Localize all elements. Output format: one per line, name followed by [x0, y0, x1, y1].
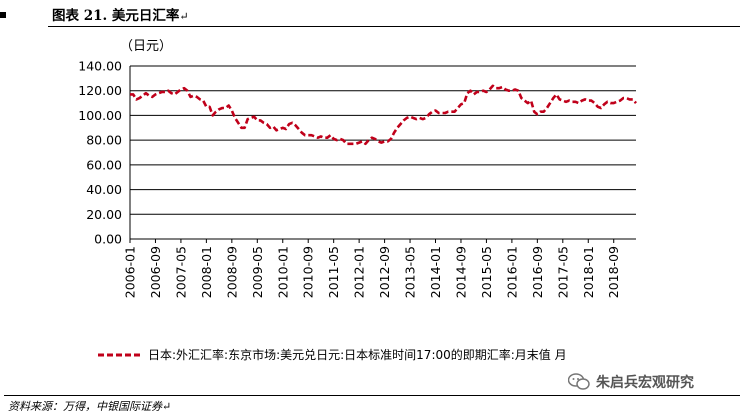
x-tick-label: 2013-05	[403, 246, 418, 298]
title-bullet	[0, 12, 6, 18]
x-tick-label: 2010-01	[275, 246, 290, 298]
y-tick-label: 80.00	[86, 133, 122, 148]
x-axis: 2006-01 2006-09 2007-05 2008-01 2008-09 2009-…	[123, 239, 621, 298]
x-tick-label: 2009-05	[250, 246, 265, 298]
x-tick-label: 2014-01	[428, 246, 443, 298]
y-tick-label: 140.00	[78, 59, 122, 74]
figure-title-text: 图表 21. 美元日汇率	[52, 8, 180, 24]
y-axis-label: （日元）	[120, 39, 172, 54]
y-axis: 0.00 20.00 40.00 60.00 80.00 100.00 120.00 140.…	[78, 59, 131, 247]
x-tick-label: 2018-01	[581, 246, 596, 298]
x-tick-label: 2006-09	[148, 246, 163, 298]
title-rule	[48, 26, 740, 27]
x-tick-label: 2016-09	[530, 246, 545, 298]
y-tick-label: 0.00	[94, 232, 122, 247]
x-tick-label: 2015-05	[479, 246, 494, 298]
x-tick-label: 2007-05	[173, 246, 188, 298]
series-layer	[130, 84, 637, 146]
x-tick-label: 2012-01	[352, 246, 367, 298]
wechat-icon	[568, 373, 590, 390]
x-tick-label: 2008-01	[199, 246, 214, 298]
watermark-text: 朱启兵宏观研究	[596, 375, 694, 391]
x-tick-label: 2014-09	[453, 246, 468, 298]
y-tick-label: 20.00	[86, 207, 122, 222]
series-line	[130, 84, 637, 146]
source-rule	[4, 395, 740, 396]
legend-label: 日本:外汇汇率:东京市场:美元兑日元:日本标准时间17:00的即期汇率:月末值 …	[148, 347, 567, 362]
paragraph-mark: ↵	[179, 10, 189, 23]
exchange-rate-chart: 0.00 20.00 40.00 60.00 80.00 100.00 120.00 140.…	[78, 39, 637, 362]
x-tick-label: 2010-09	[301, 246, 316, 298]
legend: 日本:外汇汇率:东京市场:美元兑日元:日本标准时间17:00的即期汇率:月末值 …	[98, 347, 567, 362]
x-tick-label: 2011-05	[326, 246, 341, 298]
x-tick-label: 2012-09	[377, 246, 392, 298]
y-tick-label: 40.00	[86, 182, 122, 197]
y-tick-label: 100.00	[78, 108, 122, 123]
x-tick-label: 2008-09	[224, 246, 239, 298]
figure-title: 图表 21. 美元日汇率↵	[52, 4, 189, 24]
gridlines	[130, 65, 636, 240]
x-tick-label: 2017-05	[555, 246, 570, 298]
source-note: 资料来源：万得，中银国际证券↵	[8, 400, 172, 413]
y-tick-label: 120.00	[78, 83, 122, 98]
y-tick-label: 60.00	[86, 157, 122, 172]
watermark: 朱启兵宏观研究	[568, 372, 694, 392]
x-tick-label: 2006-01	[123, 246, 138, 298]
x-tick-label: 2018-09	[606, 246, 621, 298]
x-tick-label: 2016-01	[504, 246, 519, 298]
